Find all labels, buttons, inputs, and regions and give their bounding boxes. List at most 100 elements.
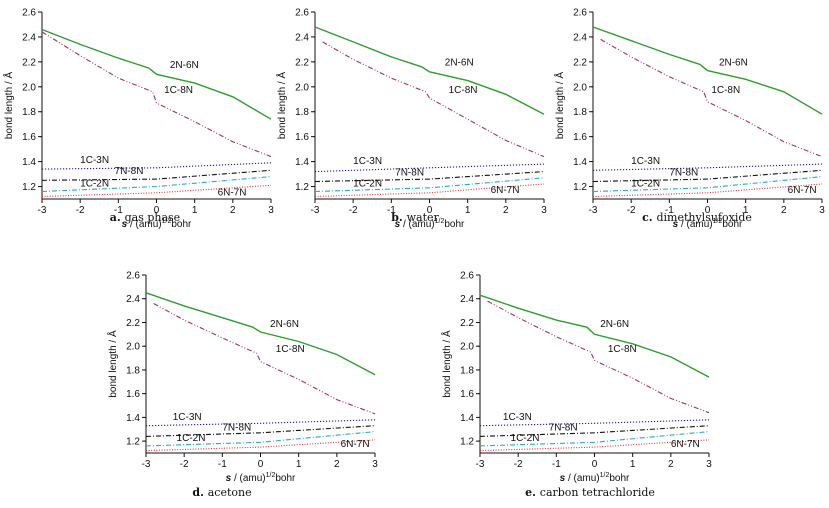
panel-caption-text: gas phase <box>125 211 181 224</box>
series-line-6n-7n <box>479 439 710 452</box>
series-line-7n-8n <box>145 425 376 437</box>
x-axis-label-end: bohr <box>275 473 296 484</box>
x-tick-label: 0 <box>705 205 711 216</box>
y-tick-label: 2.0 <box>22 82 36 93</box>
series-line-2n-6n <box>145 292 376 376</box>
bond-label-1c-8n: 1C-8N <box>276 344 305 355</box>
x-axis-label-symbol: s <box>122 219 128 230</box>
y-tick-label: 2.4 <box>460 294 474 305</box>
x-axis-label-units: / (amu) <box>231 473 265 484</box>
x-tick-label: 3 <box>268 205 274 216</box>
series-line-1c-8n <box>487 300 710 414</box>
chart-panel-1: -3 -2 -1 0 1 2 3 1.2 1.4 1.6 1.8 2.0 2.2 2.4 2.6 bond l… <box>2 8 274 231</box>
series-line-1c-2n <box>479 431 710 447</box>
series-line-1c-3n <box>592 163 823 171</box>
x-axis-label-symbol: s <box>560 473 566 484</box>
x-tick-label: -2 <box>76 205 85 216</box>
series-line-1c-8n <box>322 41 545 158</box>
panel-caption-text: carbon tetrachloride <box>540 486 655 499</box>
series-line-1c-2n <box>41 176 272 193</box>
x-tick-label: -3 <box>476 459 485 470</box>
bond-label-7n-8n: 7N-8N <box>549 422 578 433</box>
bond-label-6n-7n: 6N-7N <box>218 187 247 198</box>
bond-label-1c-2n: 1C-2N <box>631 179 660 190</box>
y-tick-label: 1.4 <box>126 413 140 424</box>
bond-label-7n-8n: 7N-8N <box>115 166 144 177</box>
series-line-1c-3n <box>41 162 272 170</box>
x-tick-label: -2 <box>349 205 358 216</box>
y-tick-label: 1.8 <box>460 365 474 376</box>
series-line-1c-2n <box>314 177 545 193</box>
y-tick-label: 2.6 <box>126 271 140 282</box>
y-tick-label: 1.2 <box>295 182 309 193</box>
series-line-1c-8n <box>41 31 272 158</box>
y-tick-label: 1.6 <box>460 389 474 400</box>
bond-label-6n-7n: 6N-7N <box>491 185 520 196</box>
bond-label-1c-8n: 1C-8N <box>164 85 193 96</box>
bond-label-2n-6n: 2N-6N <box>170 60 199 71</box>
panel-caption-letter: d. <box>192 486 207 499</box>
series-line-6n-7n <box>145 439 376 452</box>
bond-label-1c-8n: 1C-8N <box>711 85 740 96</box>
series-line-1c-3n <box>479 419 710 427</box>
panel-caption: e. carbon tetrachloride <box>525 486 655 499</box>
series-line-7n-8n <box>41 169 272 181</box>
x-tick-label: 0 <box>427 205 433 216</box>
y-tick-label: 2.2 <box>460 318 474 329</box>
y-tick-label: 2.4 <box>22 32 36 43</box>
y-tick-label: 1.8 <box>295 107 309 118</box>
y-tick-label: 2.2 <box>22 57 36 68</box>
y-tick-label: 2.2 <box>126 318 140 329</box>
bond-label-1c-8n: 1C-8N <box>608 344 637 355</box>
y-tick-label: 1.2 <box>126 437 140 448</box>
panel-caption-text: acetone <box>208 486 252 499</box>
chart-panel-5: -3 -2 -1 0 1 2 3 1.2 1.4 1.6 1.8 2.0 2.2 2.4 2.6 bond l… <box>440 271 712 500</box>
series-line-6n-7n <box>314 183 545 198</box>
series-line-7n-8n <box>314 171 545 183</box>
x-axis-label-units: / (amu) <box>678 219 712 230</box>
x-tick-label: -1 <box>665 205 674 216</box>
series-line-1c-2n <box>145 431 376 447</box>
y-tick-label: 2.2 <box>573 57 587 68</box>
x-axis-label-end: bohr <box>444 219 465 230</box>
y-tick-label: 1.4 <box>22 157 36 168</box>
panel-caption-letter: b. <box>391 211 406 224</box>
y-axis-label: bond length / Å <box>275 72 288 140</box>
panel-caption: b. water <box>391 211 439 224</box>
bond-label-1c-3n: 1C-3N <box>631 156 660 167</box>
bond-label-1c-3n: 1C-3N <box>80 155 109 166</box>
y-tick-label: 1.6 <box>22 132 36 143</box>
bond-label-1c-2n: 1C-2N <box>80 179 109 190</box>
y-tick-label: 1.8 <box>22 107 36 118</box>
x-tick-label: 1 <box>743 205 749 216</box>
x-tick-label: 2 <box>334 459 340 470</box>
x-tick-label: -1 <box>114 205 123 216</box>
series-line-7n-8n <box>592 169 823 183</box>
x-axis-label: s / (amu)1/2bohr <box>673 218 743 230</box>
x-tick-label: 2 <box>668 459 674 470</box>
x-tick-label: 2 <box>781 205 787 216</box>
x-tick-label: -3 <box>589 205 598 216</box>
x-axis-label-symbol: s <box>673 219 679 230</box>
y-tick-label: 2.4 <box>295 32 309 43</box>
x-axis-label: s / (amu)1/2bohr <box>560 472 630 484</box>
y-axis-label: bond length / Å <box>553 72 566 140</box>
x-tick-label: 3 <box>541 205 547 216</box>
series-line-1c-3n <box>314 163 545 173</box>
y-tick-label: 2.4 <box>573 32 587 43</box>
x-axis-label-end: bohr <box>722 219 743 230</box>
y-tick-label: 2.6 <box>573 8 587 19</box>
panel-caption-letter: e. <box>525 486 540 499</box>
x-tick-label: 1 <box>465 205 471 216</box>
bond-label-2n-6n: 2N-6N <box>600 319 629 330</box>
bond-label-1c-3n: 1C-3N <box>173 412 202 423</box>
x-tick-label: 0 <box>592 459 598 470</box>
chart-panel-3: -3 -2 -1 0 1 2 3 1.2 1.4 1.6 1.8 2.0 2.2 2.4 2.6 bond l… <box>553 8 825 231</box>
x-axis-label-superscript: 1/2 <box>162 218 172 225</box>
y-tick-label: 2.0 <box>295 82 309 93</box>
y-tick-label: 2.6 <box>22 8 36 19</box>
series-line-1c-3n <box>145 419 376 427</box>
y-tick-label: 1.6 <box>573 132 587 143</box>
y-tick-label: 1.4 <box>460 413 474 424</box>
